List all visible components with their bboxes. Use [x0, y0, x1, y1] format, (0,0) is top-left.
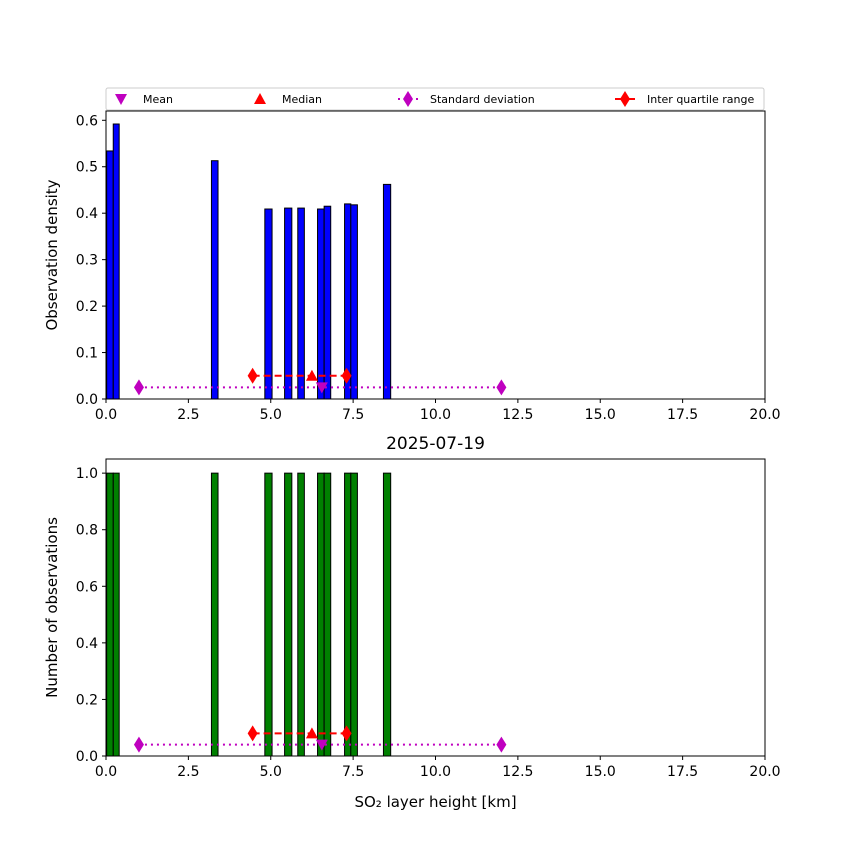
x-tick-label: 20.0	[749, 764, 780, 780]
histogram-bar	[323, 205, 332, 400]
plot-frame	[105, 458, 766, 757]
y-tick-label: 0.2	[76, 299, 98, 315]
y-tick-label: 0.8	[76, 523, 98, 539]
legend-mean-icon	[115, 94, 127, 105]
legend-iqr-icon	[620, 91, 630, 107]
histogram-bar	[350, 204, 358, 400]
chart-title: 2025-07-19	[386, 434, 485, 454]
histogram-bar	[284, 472, 293, 757]
y-tick-label: 0.4	[76, 636, 98, 652]
std-marker	[496, 736, 507, 753]
y-axis-label: Number of observations	[43, 517, 61, 698]
histogram-bar	[297, 207, 305, 400]
iqr-marker	[247, 725, 258, 742]
y-tick-label: 0.0	[76, 392, 98, 408]
x-tick-label: 5.0	[260, 764, 282, 780]
histogram-bar	[112, 472, 120, 757]
histogram-bar	[350, 472, 358, 757]
iqr-marker	[247, 367, 258, 384]
x-tick-label: 17.5	[667, 764, 698, 780]
histogram-bar	[264, 208, 273, 400]
histogram-bar	[106, 150, 114, 400]
legend-box	[105, 87, 765, 111]
y-tick-label: 0.6	[76, 113, 98, 129]
legend-label: Standard deviation	[430, 93, 535, 106]
y-tick-label: 0.6	[76, 579, 98, 595]
legend-label: Mean	[143, 93, 173, 106]
iqr-marker	[341, 725, 352, 742]
x-tick-label: 7.5	[342, 764, 364, 780]
histogram-bar	[317, 208, 325, 400]
histogram-bar	[106, 472, 114, 757]
median-marker	[305, 727, 318, 739]
histogram-bar	[382, 472, 392, 757]
histogram-bar	[210, 160, 219, 400]
x-tick-label: 10.0	[420, 764, 451, 780]
std-marker	[133, 379, 144, 396]
x-tick-label: 17.5	[667, 407, 698, 423]
x-tick-label: 7.5	[342, 407, 364, 423]
histogram-bar	[297, 472, 305, 757]
std-marker	[133, 736, 144, 753]
x-tick-label: 5.0	[260, 407, 282, 423]
legend-median-icon	[254, 93, 266, 104]
histogram-bar	[210, 472, 219, 757]
y-tick-label: 0.5	[76, 160, 98, 176]
legend-label: Inter quartile range	[647, 93, 754, 106]
histogram-bar	[344, 472, 352, 757]
histogram-bar	[323, 472, 332, 757]
x-tick-label: 0.0	[95, 764, 117, 780]
y-tick-label: 0.4	[76, 206, 98, 222]
x-tick-label: 2.5	[177, 407, 199, 423]
x-tick-label: 20.0	[749, 407, 780, 423]
median-marker	[305, 369, 318, 381]
x-tick-label: 2.5	[177, 764, 199, 780]
x-tick-label: 12.5	[502, 407, 533, 423]
y-tick-label: 0.0	[76, 749, 98, 765]
histogram-bar	[264, 472, 273, 757]
mean-marker	[315, 382, 328, 394]
x-tick-label: 15.0	[585, 407, 616, 423]
y-tick-label: 1.0	[76, 466, 98, 482]
legend-std-icon	[403, 91, 413, 107]
x-tick-label: 10.0	[420, 407, 451, 423]
histogram-bar	[112, 123, 120, 400]
x-axis-label: SO₂ layer height [km]	[354, 793, 516, 811]
y-tick-label: 0.1	[76, 346, 98, 362]
legend-label: Median	[282, 93, 322, 106]
mean-marker	[315, 739, 328, 751]
y-tick-label: 0.2	[76, 692, 98, 708]
x-tick-label: 12.5	[502, 764, 533, 780]
histogram-bar	[284, 207, 293, 400]
x-tick-label: 15.0	[585, 764, 616, 780]
std-marker	[496, 379, 507, 396]
y-axis-label: Observation density	[43, 179, 61, 330]
iqr-marker	[341, 367, 352, 384]
plot-frame	[105, 110, 766, 400]
histogram-bar	[382, 183, 392, 400]
histogram-bar	[317, 472, 325, 757]
x-tick-label: 0.0	[95, 407, 117, 423]
y-tick-label: 0.3	[76, 253, 98, 269]
